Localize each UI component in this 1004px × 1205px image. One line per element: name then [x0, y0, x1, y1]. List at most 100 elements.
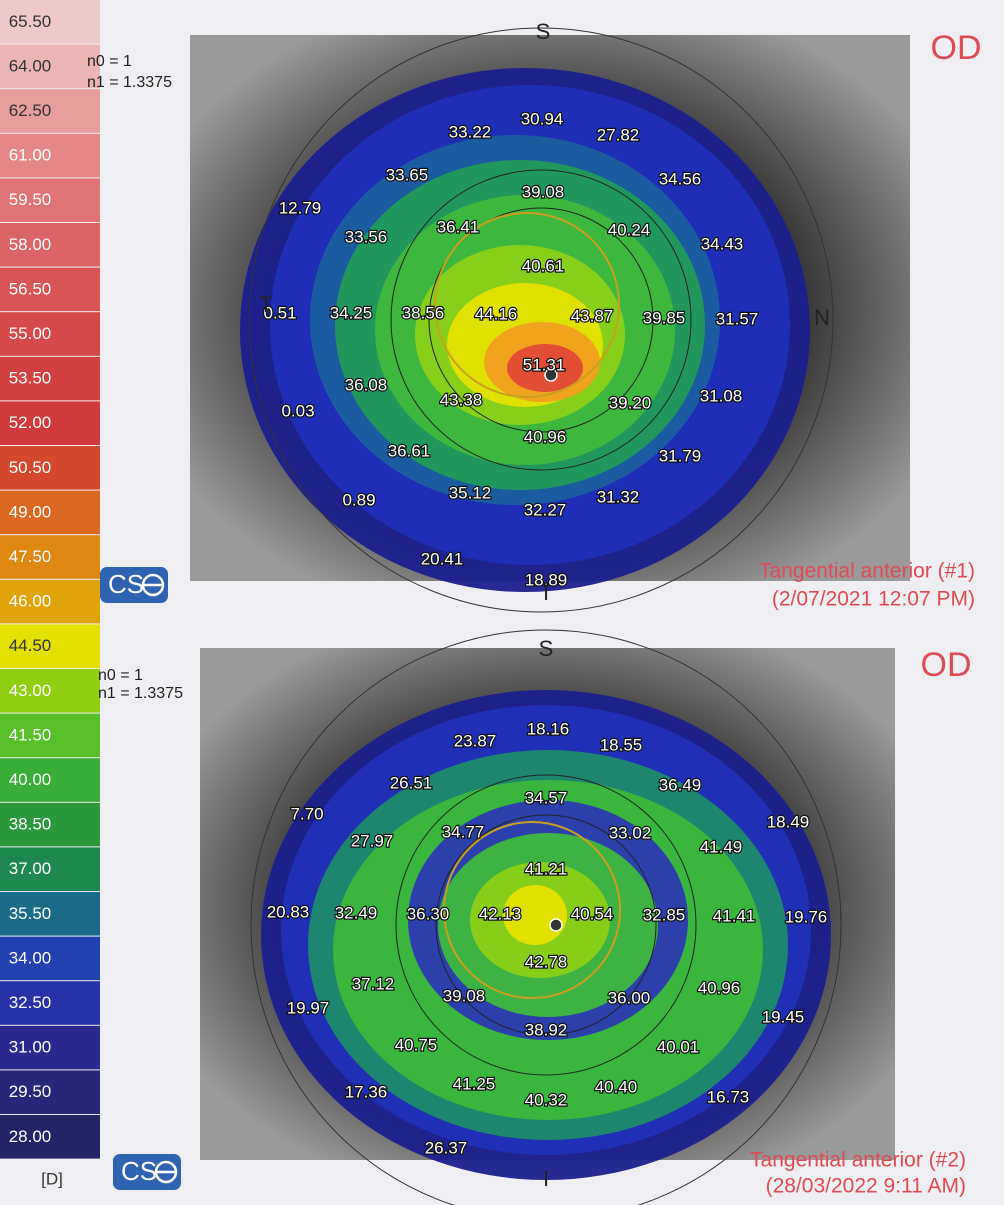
- scale-swatch: [0, 89, 100, 133]
- map-value: 34.57: [525, 788, 568, 807]
- map-value: 36.30: [407, 904, 450, 923]
- map-value: 43.38: [440, 390, 483, 409]
- map-value: 34.43: [701, 234, 744, 253]
- map-value: 18.49: [767, 812, 810, 831]
- scale-swatch: [0, 267, 100, 312]
- scale-label: 55.00: [9, 324, 52, 343]
- map-value: 31.08: [700, 386, 743, 405]
- scale-label: 44.50: [9, 636, 52, 655]
- map-value: 40.75: [395, 1035, 438, 1054]
- scale-label: 61.00: [9, 146, 52, 165]
- map-value: 41.25: [453, 1074, 496, 1093]
- map-value: 40.96: [698, 978, 741, 997]
- map-value: 19.45: [762, 1007, 805, 1026]
- logo-eye: [141, 573, 165, 597]
- map-value: 20.83: [267, 902, 310, 921]
- outer-ring: [250, 629, 842, 1205]
- scale-label: 32.50: [9, 993, 52, 1012]
- scale-label: 31.00: [9, 1038, 52, 1057]
- n1-label: n1 = 1.3375: [98, 685, 183, 702]
- orientation-label: N: [814, 305, 830, 330]
- scale-swatch: [0, 223, 100, 267]
- scale-swatch: [0, 981, 100, 1025]
- map-value: 43.87: [571, 306, 614, 325]
- map-value: 18.89: [525, 570, 568, 589]
- orientation-label: I: [543, 1166, 549, 1191]
- map-value: 34.56: [659, 169, 702, 188]
- map-value: 42.78: [525, 952, 568, 971]
- pupil-ring: [434, 212, 620, 398]
- scale-label: 38.50: [9, 815, 52, 834]
- scale-label: 59.50: [9, 190, 52, 209]
- orientation-label: T: [259, 292, 272, 317]
- map-value: 40.61: [522, 256, 565, 275]
- map-value: 19.97: [287, 998, 330, 1017]
- map-value: 27.97: [351, 831, 394, 850]
- orientation-label: S: [539, 636, 554, 661]
- scale-swatch: [0, 1025, 100, 1070]
- map-value: 7.70: [290, 804, 323, 823]
- scale-swatch: [0, 758, 100, 802]
- scale-label: 28.00: [9, 1127, 52, 1146]
- scale-label: 65.50: [9, 12, 52, 31]
- map-value: 40.96: [524, 427, 567, 446]
- map-value: 0.51: [263, 303, 296, 322]
- map-value: 0.89: [342, 490, 375, 509]
- scale-label: 56.50: [9, 279, 52, 298]
- caption-date: (28/03/2022 9:11 AM): [766, 1175, 966, 1198]
- map-value: 23.87: [454, 731, 497, 750]
- map-value: 36.00: [608, 988, 651, 1007]
- scale-label: 50.50: [9, 458, 52, 477]
- map-value: 18.55: [600, 735, 643, 754]
- scale-swatch: [0, 535, 100, 579]
- scale-label: 58.00: [9, 235, 52, 254]
- heat-zone: [507, 344, 583, 392]
- map-value: 33.02: [609, 823, 652, 842]
- orientation-label: S: [536, 19, 551, 44]
- scale-label: 64.00: [9, 56, 52, 75]
- n0-label: n0 = 1: [98, 667, 143, 684]
- map-value: 32.49: [335, 903, 378, 922]
- zone-ring: [395, 774, 697, 1076]
- map-value: 41.41: [713, 906, 756, 925]
- scale-swatch: [0, 1070, 100, 1114]
- zone-ring: [390, 169, 692, 471]
- map-value: 18.16: [527, 719, 570, 738]
- scale-swatch: [0, 579, 100, 624]
- map-value: 20.41: [421, 549, 464, 568]
- scale-swatch: [0, 490, 100, 535]
- scale-swatch: [0, 0, 100, 44]
- scale-label: 43.00: [9, 681, 52, 700]
- map-value: 40.24: [608, 220, 651, 239]
- map-value: 31.32: [597, 487, 640, 506]
- map-value: 31.79: [659, 446, 702, 465]
- scale-swatch: [0, 1115, 100, 1159]
- map-value: 36.41: [437, 217, 480, 236]
- map-value: 35.12: [449, 483, 492, 502]
- scale-swatch: [0, 312, 100, 356]
- map-value: 42.13: [479, 904, 522, 923]
- map-value: 36.08: [345, 375, 388, 394]
- map-value: 40.40: [595, 1077, 638, 1096]
- logo: CS: [108, 569, 144, 599]
- map-value: 36.49: [659, 775, 702, 794]
- scale-unit: [D]: [41, 1169, 63, 1188]
- scale-label: 52.00: [9, 413, 52, 432]
- map-value: 30.94: [521, 109, 564, 128]
- scale-label: 53.50: [9, 369, 52, 388]
- scale-label: 62.50: [9, 101, 52, 120]
- map-value: 41.21: [525, 859, 568, 878]
- map-value: 41.49: [700, 837, 743, 856]
- scale-swatch: [0, 892, 100, 936]
- scale-swatch: [0, 44, 100, 89]
- scale-swatch: [0, 356, 100, 401]
- scale-swatch: [0, 401, 100, 445]
- apex-marker: [544, 368, 558, 382]
- map-value: 33.22: [449, 122, 492, 141]
- scale-label: 37.00: [9, 859, 52, 878]
- map-value: 34.77: [442, 822, 485, 841]
- map-value: 38.56: [402, 303, 445, 322]
- caption-title: Tangential anterior (#1): [759, 560, 975, 583]
- apex-marker: [549, 918, 563, 932]
